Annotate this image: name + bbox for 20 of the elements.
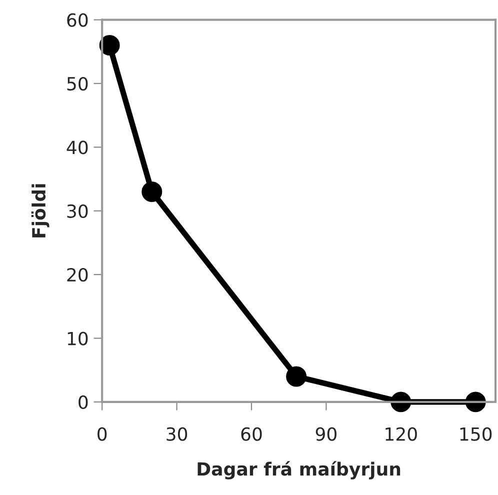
y-axis-title: Fjöldi [31, 184, 50, 238]
y-tick-label: 60 [67, 13, 88, 27]
y-tick-label: 40 [66, 140, 88, 154]
point [142, 182, 162, 202]
x-tick-label: 90 [316, 427, 336, 441]
point [465, 392, 486, 412]
y-tick-label: 10 [68, 332, 88, 346]
x-tick-label: 120 [386, 427, 417, 441]
x-axis-title: Dagar frá maíbyrjun [198, 461, 400, 480]
x-tick-label: 60 [241, 427, 262, 441]
x-tick-label: 0 [98, 427, 107, 441]
x-tick-label: 150 [460, 427, 492, 441]
point [390, 392, 412, 412]
y-tick-label: 0 [78, 395, 88, 410]
point [99, 35, 120, 56]
y-tick-label: 50 [67, 76, 88, 91]
x-tick-label: 30 [166, 427, 188, 441]
point [286, 366, 307, 387]
y-tick-label: 20 [67, 268, 88, 282]
y-tick-label: 30 [67, 204, 88, 218]
